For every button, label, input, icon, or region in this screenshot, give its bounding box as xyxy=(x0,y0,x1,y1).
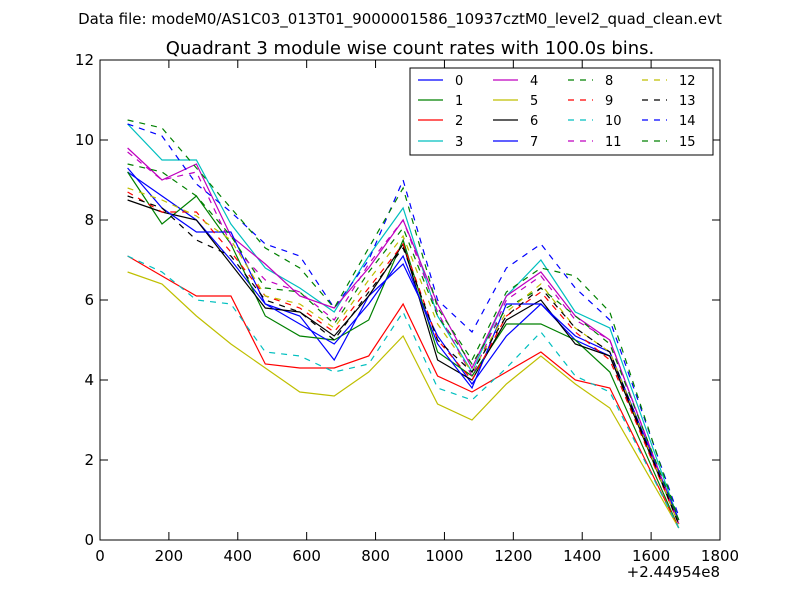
series-line-5 xyxy=(127,271,680,529)
legend-label-4: 4 xyxy=(530,74,538,89)
chart-suptitle: Data file: modeM0/AS1C03_013T01_90000015… xyxy=(78,10,722,29)
legend-label-11: 11 xyxy=(605,135,622,150)
series-line-8 xyxy=(127,163,680,521)
x-tick-label: 1000 xyxy=(425,547,463,565)
legend-label-1: 1 xyxy=(455,94,463,109)
legend-label-7: 7 xyxy=(530,135,538,150)
y-tick-label: 4 xyxy=(84,371,94,389)
x-tick-label: 1200 xyxy=(494,547,532,565)
x-tick-label: 600 xyxy=(292,547,321,565)
legend-label-2: 2 xyxy=(455,114,463,129)
legend-label-10: 10 xyxy=(605,114,622,129)
x-tick-label: 200 xyxy=(155,547,184,565)
legend-label-0: 0 xyxy=(455,74,463,89)
series-line-3 xyxy=(127,123,680,521)
plot-border xyxy=(99,59,721,541)
x-tick-label: 1600 xyxy=(632,547,670,565)
x-tick-label: 800 xyxy=(361,547,390,565)
y-tick-label: 10 xyxy=(75,131,94,149)
x-tick-label: 1400 xyxy=(563,547,601,565)
series-line-11 xyxy=(127,151,680,525)
series-line-15 xyxy=(127,119,680,521)
y-tick-label: 12 xyxy=(75,51,94,69)
series-line-4 xyxy=(127,147,680,525)
legend-box xyxy=(409,67,714,156)
legend-label-13: 13 xyxy=(679,94,696,109)
y-tick-label: 6 xyxy=(84,291,94,309)
series-line-14 xyxy=(127,123,680,517)
legend-label-15: 15 xyxy=(679,135,696,150)
series-line-9 xyxy=(127,191,680,525)
series-layer xyxy=(127,119,680,529)
y-tick-label: 8 xyxy=(84,211,94,229)
x-tick-label: 400 xyxy=(223,547,252,565)
x-offset-label: +2.44954e8 xyxy=(627,563,720,581)
y-tick-label: 0 xyxy=(84,531,94,549)
series-line-2 xyxy=(127,255,680,529)
legend-label-6: 6 xyxy=(530,114,538,129)
legend-label-14: 14 xyxy=(679,114,696,129)
x-tick-label: 0 xyxy=(95,547,105,565)
x-tick-label: 1800 xyxy=(701,547,739,565)
legend-label-8: 8 xyxy=(605,74,613,89)
legend-label-9: 9 xyxy=(605,94,613,109)
y-tick-label: 2 xyxy=(84,451,94,469)
tick-layer: 0 200 400 600 800 1000 1200 1400 1600 18000246810… xyxy=(75,51,739,565)
series-line-6 xyxy=(127,199,680,525)
series-line-10 xyxy=(127,255,680,529)
legend-label-12: 12 xyxy=(679,74,696,89)
legend-label-3: 3 xyxy=(455,135,463,150)
chart-title: Quadrant 3 module wise count rates with … xyxy=(166,38,655,59)
legend-label-5: 5 xyxy=(530,94,538,109)
